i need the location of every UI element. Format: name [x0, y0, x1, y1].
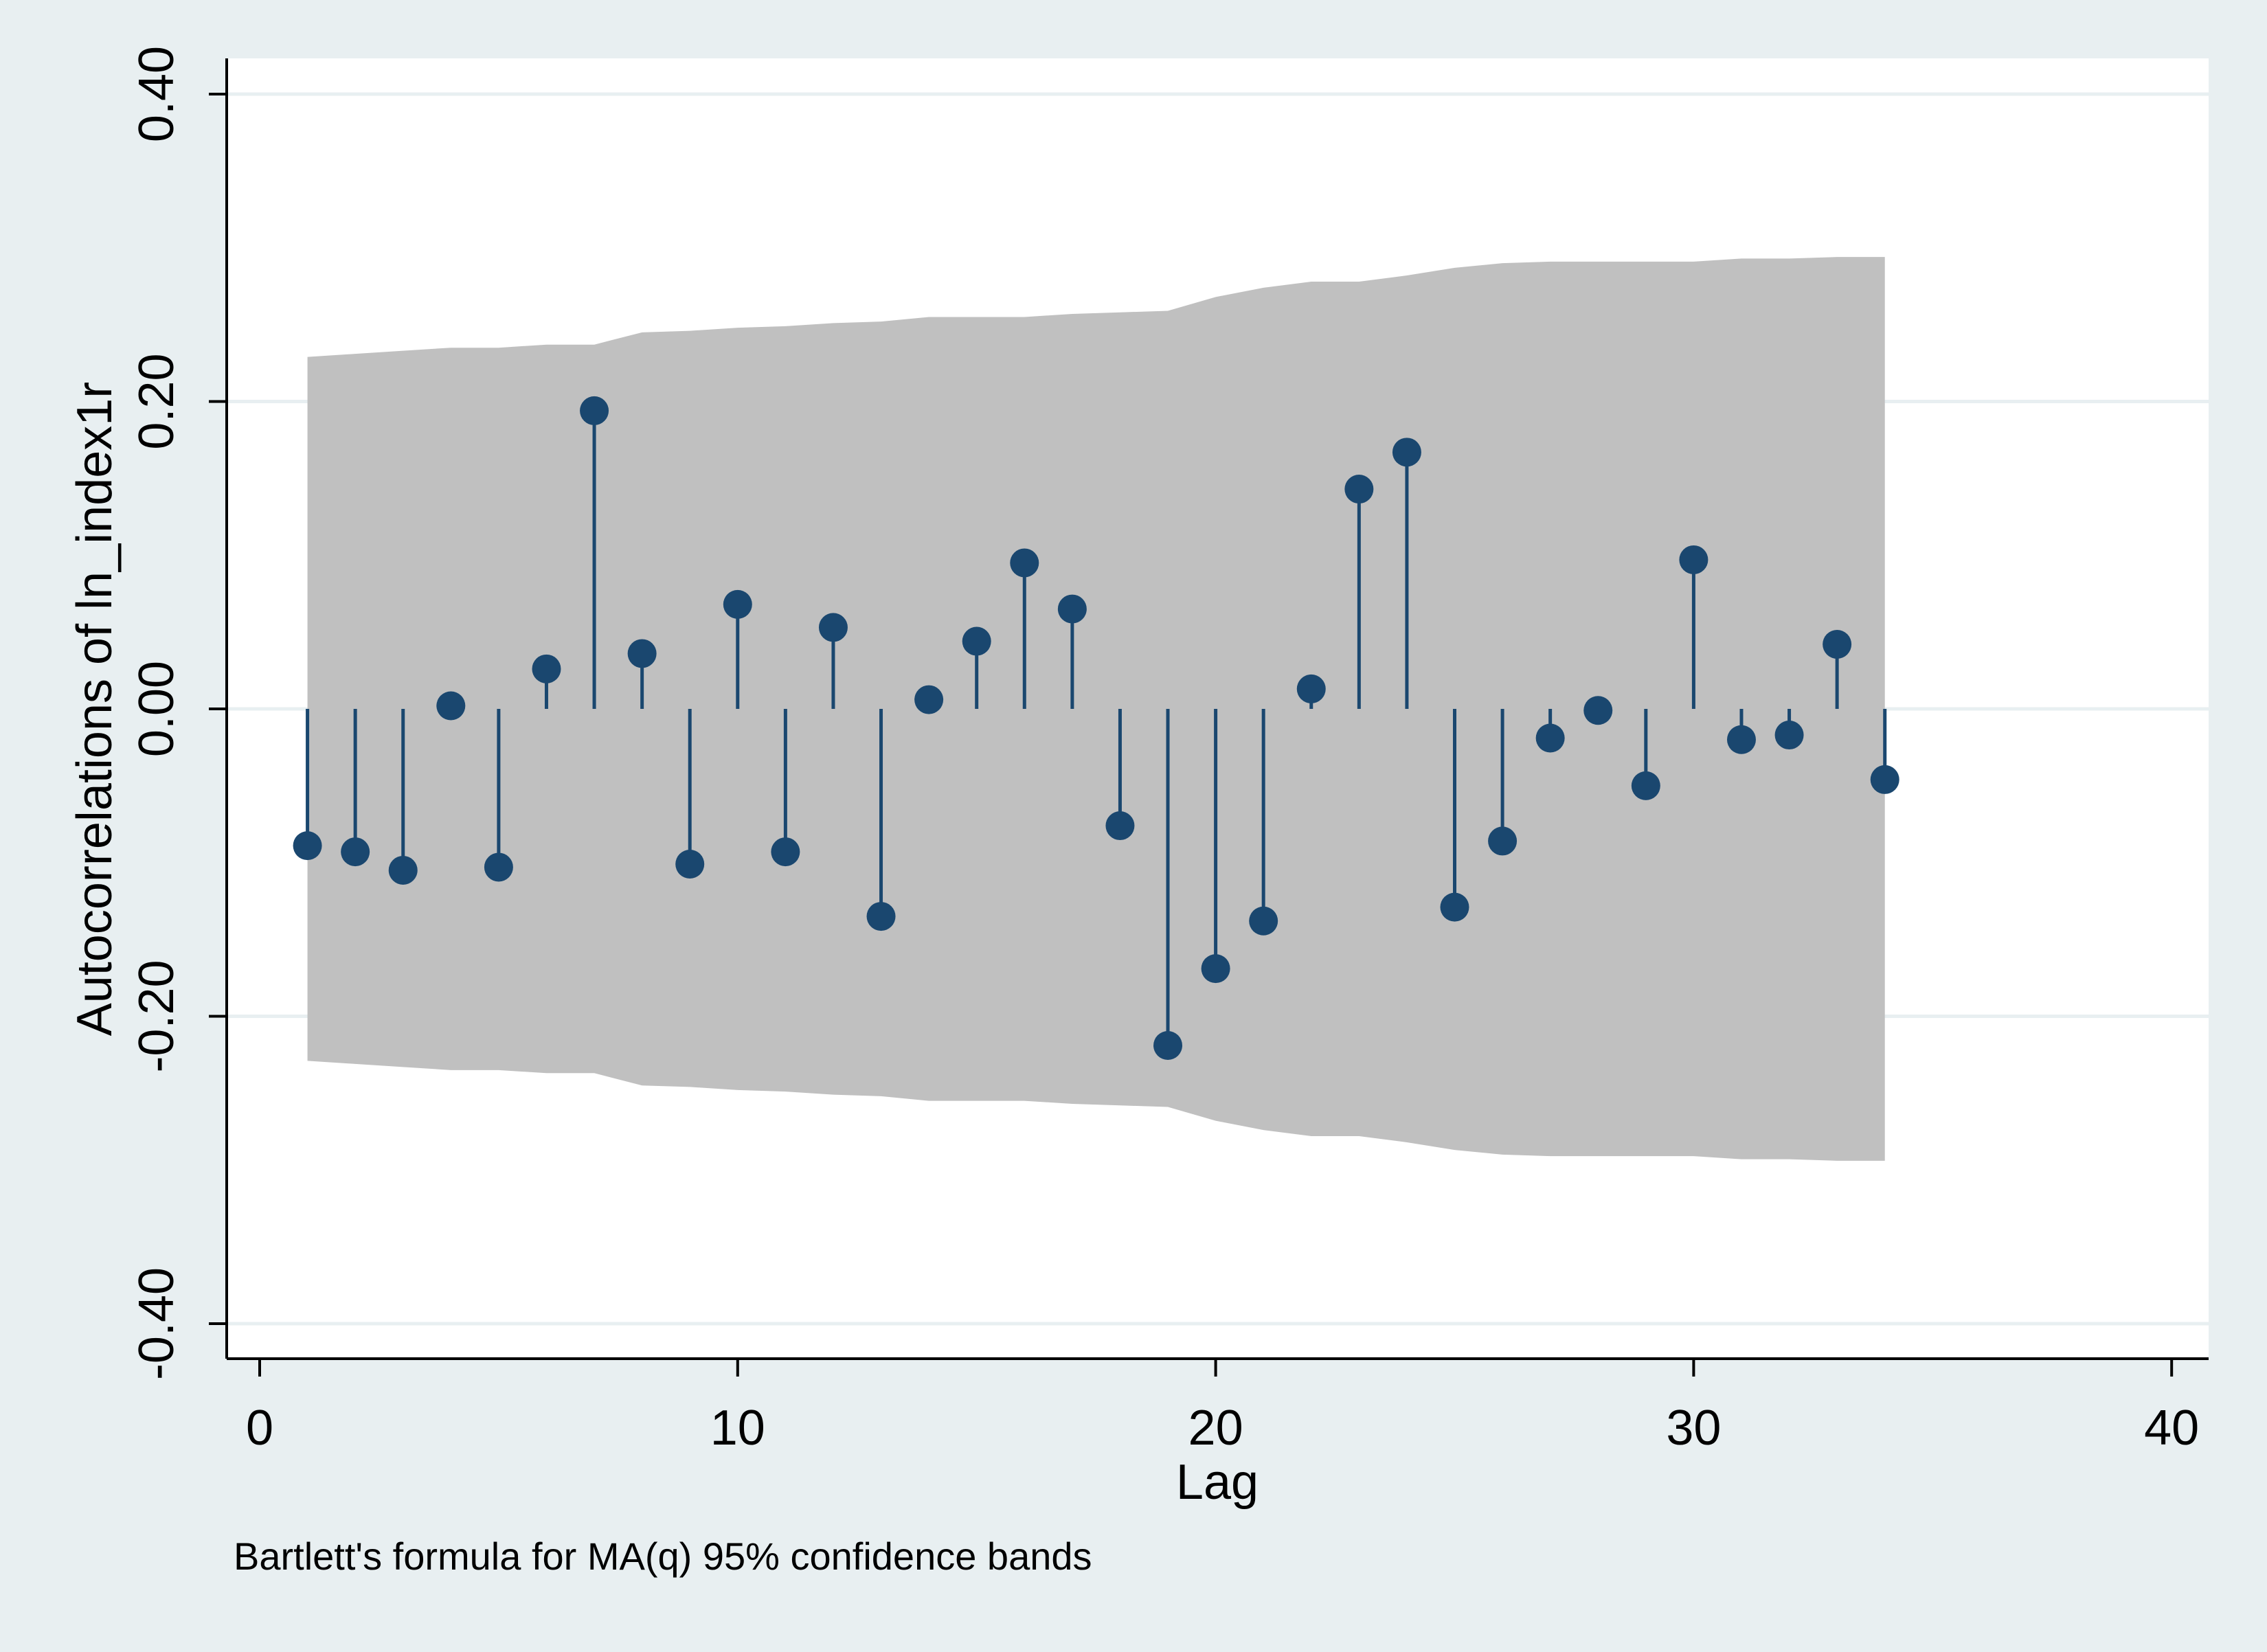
y-tick-label: 0.00 [129, 661, 184, 757]
marker-lag-17 [1057, 594, 1087, 624]
y-axis-title: Autocorrelations of ln_index1r [67, 382, 122, 1037]
y-tick-label: 0.20 [129, 353, 184, 449]
marker-lag-8 [627, 639, 657, 668]
marker-lag-30 [1679, 545, 1708, 574]
x-tick-label: 0 [246, 1401, 273, 1456]
marker-lag-29 [1631, 771, 1660, 800]
marker-lag-21 [1249, 906, 1278, 936]
marker-lag-2 [341, 837, 370, 867]
marker-lag-33 [1823, 630, 1852, 659]
marker-lag-1 [293, 831, 322, 861]
x-tick-label: 30 [1666, 1401, 1721, 1456]
marker-lag-14 [914, 685, 944, 714]
marker-lag-18 [1105, 811, 1135, 841]
marker-lag-15 [962, 626, 991, 656]
marker-lag-7 [580, 396, 609, 425]
x-tick-label: 40 [2144, 1401, 2199, 1456]
confidence-band [307, 257, 1885, 1161]
marker-lag-5 [484, 852, 513, 882]
marker-lag-13 [866, 902, 896, 931]
markers-layer [293, 396, 1899, 1061]
x-tick-labels: 0 10 20 30 40 [246, 1401, 2199, 1456]
marker-lag-9 [675, 849, 705, 879]
marker-lag-32 [1774, 721, 1804, 750]
marker-lag-6 [532, 654, 561, 683]
marker-lag-27 [1535, 723, 1565, 753]
y-tick-label: 0.40 [129, 46, 184, 142]
marker-lag-24 [1392, 438, 1421, 467]
marker-lag-11 [771, 837, 800, 867]
x-axis-title: Lag [1176, 1455, 1259, 1510]
x-tick-label: 10 [710, 1401, 765, 1456]
axes-layer [209, 58, 2209, 1377]
marker-lag-34 [1870, 765, 1899, 794]
marker-lag-26 [1488, 826, 1518, 856]
y-tick-label: -0.40 [129, 1267, 184, 1380]
marker-lag-16 [1010, 548, 1039, 578]
chart-note: Bartlett's formula for MA(q) 95% confide… [234, 1535, 1092, 1578]
marker-lag-28 [1583, 696, 1613, 725]
y-tick-label: -0.20 [129, 960, 184, 1072]
marker-lag-31 [1726, 725, 1756, 754]
y-tick-labels: -0.40 -0.20 0.00 0.20 0.40 [129, 46, 184, 1380]
marker-lag-25 [1440, 892, 1469, 922]
marker-lag-10 [723, 589, 752, 619]
marker-lag-19 [1153, 1031, 1183, 1061]
x-tick-label: 20 [1188, 1401, 1243, 1456]
marker-lag-22 [1296, 674, 1326, 703]
marker-lag-12 [818, 613, 848, 642]
marker-lag-23 [1344, 475, 1374, 504]
marker-lag-4 [436, 691, 466, 721]
marker-lag-20 [1201, 954, 1230, 984]
marker-lag-3 [388, 855, 418, 885]
